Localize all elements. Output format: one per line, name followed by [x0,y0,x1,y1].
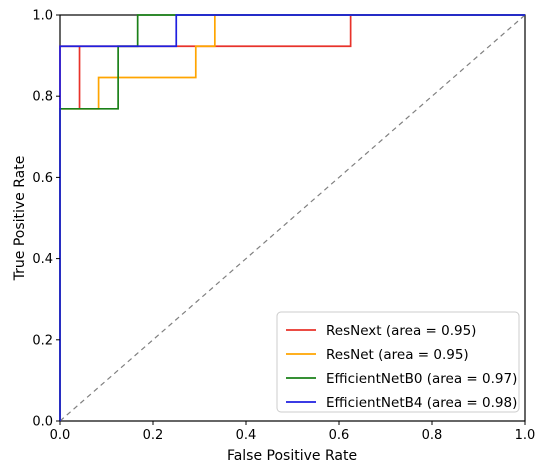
y-tick-label: 1.0 [32,9,53,24]
x-tick-label: 1.0 [515,428,536,443]
legend-box [276,311,520,413]
legend-label: EfficientNetB0 (area = 0.97) [326,371,517,387]
legend-items: ResNext (area = 0.95) ResNet (area = 0.95… [286,323,517,411]
x-ticks: 0.0 0.2 0.4 0.6 0.8 1.0 [50,421,536,443]
y-tick-label: 0.6 [32,171,53,186]
y-tick-label: 0.2 [32,333,53,348]
x-tick-label: 0.8 [422,428,443,443]
x-tick-label: 0.4 [236,428,257,443]
x-tick-label: 0.0 [50,428,71,443]
y-tick-label: 0.0 [32,415,53,430]
roc-curve-3 [59,14,525,421]
series-layer [59,14,525,421]
y-axis-label: True Positive Rate [12,156,28,282]
chance-diagonal [59,14,526,422]
x-axis-label: False Positive Rate [227,448,357,464]
legend-label: ResNet (area = 0.95) [326,347,469,363]
y-tick-label: 0.4 [32,252,53,267]
legend-label: ResNext (area = 0.95) [326,323,476,339]
y-ticks: 0.0 0.2 0.4 0.6 0.8 1.0 [32,9,60,430]
y-tick-label: 0.8 [32,90,53,105]
x-tick-label: 0.2 [143,428,164,443]
x-tick-label: 0.6 [329,428,350,443]
legend: ResNext (area = 0.95) ResNet (area = 0.95… [276,311,520,413]
legend-label: EfficientNetB4 (area = 0.98) [326,395,517,411]
